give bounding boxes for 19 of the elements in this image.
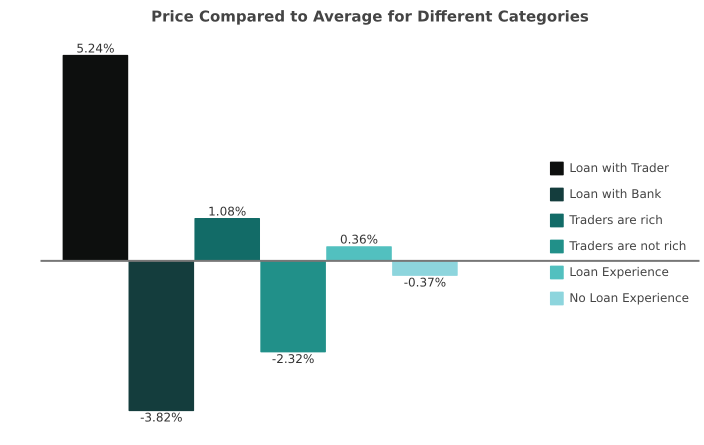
data-label: -2.32%: [272, 352, 314, 366]
bar: [392, 260, 458, 276]
data-label: 5.24%: [76, 41, 114, 56]
data-label: -0.37%: [404, 275, 446, 290]
legend-label: Loan Experience: [569, 264, 669, 278]
bar: [194, 218, 260, 262]
legend-label: Traders are rich: [569, 212, 663, 226]
bar: [260, 260, 326, 352]
bar: [326, 246, 392, 262]
data-label: -3.82%: [140, 410, 183, 425]
data-label: 1.08%: [208, 204, 246, 218]
data-label: 0.36%: [340, 232, 378, 247]
legend-label: Loan with Bank: [569, 186, 662, 200]
legend-label: Traders are not rich: [569, 238, 686, 252]
legend-label: Loan with Trader: [569, 160, 669, 174]
chart-title: Price Compared to Average for Different Categories: [151, 8, 589, 26]
bar: [128, 260, 194, 412]
legend-label: No Loan Experience: [569, 290, 689, 304]
bar: [62, 54, 128, 262]
